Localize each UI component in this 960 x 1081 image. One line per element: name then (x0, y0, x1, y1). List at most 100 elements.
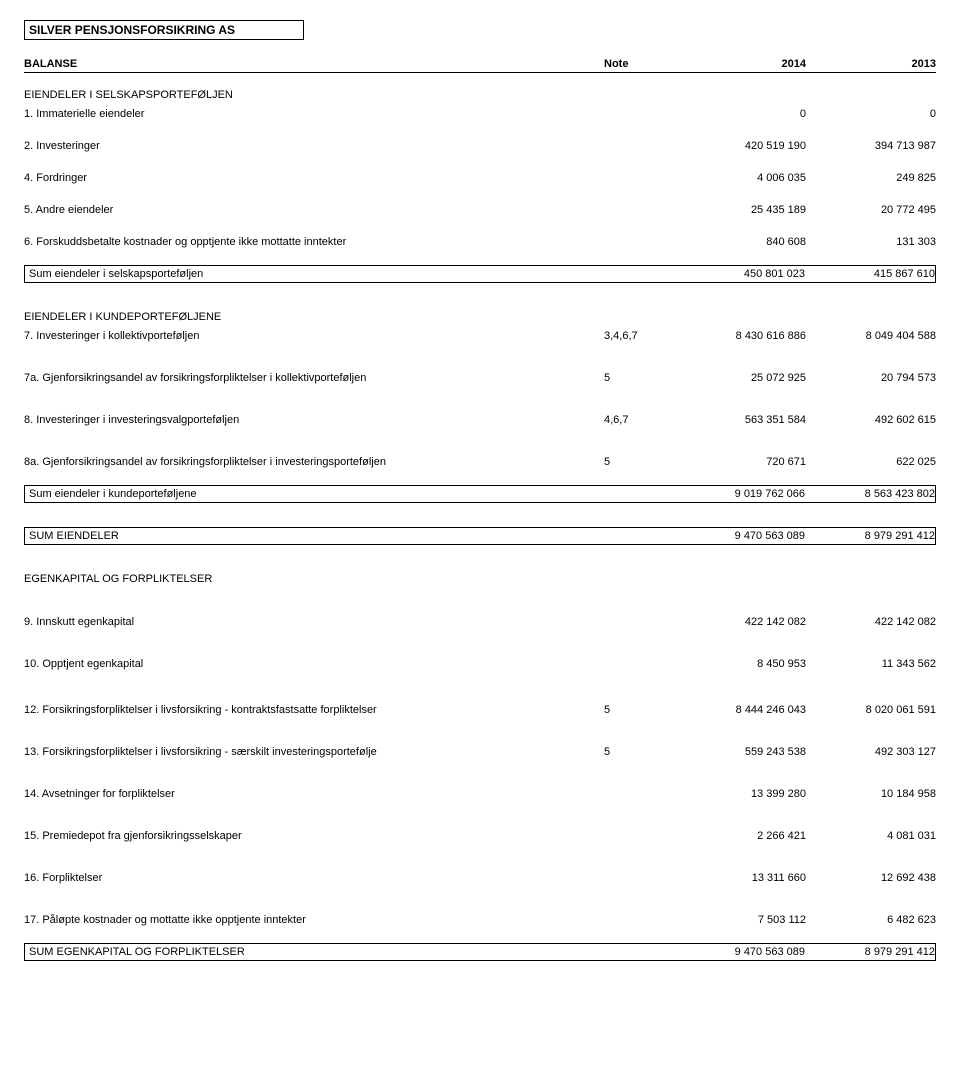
row-label: 7. Investeringer i kollektivporteføljen (24, 330, 596, 342)
row-note (595, 530, 675, 542)
row-value-y1: 25 072 925 (676, 372, 806, 384)
row-value-y1: 9 019 762 066 (675, 488, 805, 500)
row-value-y2: 131 303 (806, 236, 936, 248)
row-value-y2: 415 867 610 (805, 268, 935, 280)
row-label: 7a. Gjenforsikringsandel av forsikringsf… (24, 372, 596, 384)
row-value-y2: 492 602 615 (806, 414, 936, 426)
row-note: 3,4,6,7 (596, 330, 676, 342)
row-label: 15. Premiedepot fra gjenforsikringsselsk… (24, 830, 596, 842)
row-value-y1: 13 311 660 (676, 872, 806, 884)
table-row: 7a. Gjenforsikringsandel av forsikringsf… (24, 369, 936, 387)
row-note (595, 268, 675, 280)
row-note (596, 788, 676, 800)
section-heading: EIENDELER I SELSKAPSPORTEFØLJEN (24, 85, 936, 105)
row-label: 12. Forsikringsforpliktelser i livsforsi… (24, 704, 596, 716)
row-note (596, 172, 676, 184)
row-note (596, 830, 676, 842)
row-value-y1: 450 801 023 (675, 268, 805, 280)
row-note (596, 204, 676, 216)
row-value-y1: 7 503 112 (676, 914, 806, 926)
row-value-y1: 720 671 (676, 456, 806, 468)
table-row: 1. Immaterielle eiendeler 0 0 (24, 105, 936, 123)
table-header: BALANSE Note 2014 2013 (24, 58, 936, 73)
row-value-y1: 559 243 538 (676, 746, 806, 758)
section-heading-text: EIENDELER I SELSKAPSPORTEFØLJEN (24, 89, 596, 101)
row-label: Sum eiendeler i kundeporteføljene (25, 488, 595, 500)
section-heading-text: EIENDELER I KUNDEPORTEFØLJENE (24, 311, 596, 323)
table-row: 16. Forpliktelser 13 311 660 12 692 438 (24, 869, 936, 887)
row-label: 16. Forpliktelser (24, 872, 596, 884)
row-value-y1: 563 351 584 (676, 414, 806, 426)
row-label: 8a. Gjenforsikringsandel av forsikringsf… (24, 456, 596, 468)
section-heading: EIENDELER I KUNDEPORTEFØLJENE (24, 307, 936, 327)
row-value-y2: 0 (806, 108, 936, 120)
row-value-y1: 422 142 082 (676, 616, 806, 628)
row-value-y1: 0 (676, 108, 806, 120)
row-value-y2: 8 049 404 588 (806, 330, 936, 342)
row-value-y2: 6 482 623 (806, 914, 936, 926)
table-row: 4. Fordringer 4 006 035 249 825 (24, 169, 936, 187)
row-note (595, 946, 675, 958)
header-year1: 2014 (676, 58, 806, 70)
row-note: 5 (596, 704, 676, 716)
row-value-y1: 8 430 616 886 (676, 330, 806, 342)
row-value-y2: 622 025 (806, 456, 936, 468)
row-value-y2: 10 184 958 (806, 788, 936, 800)
row-value-y1: 2 266 421 (676, 830, 806, 842)
row-note (596, 236, 676, 248)
row-value-y2: 8 979 291 412 (805, 946, 935, 958)
table-row: 2. Investeringer 420 519 190 394 713 987 (24, 137, 936, 155)
row-value-y2: 8 020 061 591 (806, 704, 936, 716)
row-value-y2: 8 979 291 412 (805, 530, 935, 542)
row-label: SUM EIENDELER (25, 530, 595, 542)
total-row: SUM EIENDELER 9 470 563 089 8 979 291 41… (24, 527, 936, 545)
row-label: 4. Fordringer (24, 172, 596, 184)
row-label: SUM EGENKAPITAL OG FORPLIKTELSER (25, 946, 595, 958)
row-label: 13. Forsikringsforpliktelser i livsforsi… (24, 746, 596, 758)
row-value-y1: 25 435 189 (676, 204, 806, 216)
table-row: 8a. Gjenforsikringsandel av forsikringsf… (24, 453, 936, 471)
subtotal-row: Sum eiendeler i kundeporteføljene 9 019 … (24, 485, 936, 503)
row-value-y1: 9 470 563 089 (675, 530, 805, 542)
subtotal-row: Sum eiendeler i selskapsporteføljen 450 … (24, 265, 936, 283)
row-value-y2: 422 142 082 (806, 616, 936, 628)
row-value-y2: 8 563 423 802 (805, 488, 935, 500)
table-row: 9. Innskutt egenkapital 422 142 082 422 … (24, 613, 936, 631)
row-note (596, 616, 676, 628)
section-heading-text: EGENKAPITAL OG FORPLIKTELSER (24, 573, 596, 585)
row-note (595, 488, 675, 500)
row-label: 14. Avsetninger for forpliktelser (24, 788, 596, 800)
row-value-y1: 13 399 280 (676, 788, 806, 800)
row-value-y2: 249 825 (806, 172, 936, 184)
row-value-y2: 4 081 031 (806, 830, 936, 842)
row-note (596, 108, 676, 120)
table-row: 12. Forsikringsforpliktelser i livsforsi… (24, 701, 936, 719)
row-label: 17. Påløpte kostnader og mottatte ikke o… (24, 914, 596, 926)
row-label: 10. Opptjent egenkapital (24, 658, 596, 670)
row-value-y2: 12 692 438 (806, 872, 936, 884)
row-label: Sum eiendeler i selskapsporteføljen (25, 268, 595, 280)
table-row: 15. Premiedepot fra gjenforsikringsselsk… (24, 827, 936, 845)
header-balance: BALANSE (24, 58, 596, 70)
row-label: 8. Investeringer i investeringsvalgporte… (24, 414, 596, 426)
row-note (596, 140, 676, 152)
row-value-y1: 840 608 (676, 236, 806, 248)
row-note: 5 (596, 746, 676, 758)
total-row: SUM EGENKAPITAL OG FORPLIKTELSER 9 470 5… (24, 943, 936, 961)
row-value-y2: 492 303 127 (806, 746, 936, 758)
table-row: 13. Forsikringsforpliktelser i livsforsi… (24, 743, 936, 761)
row-value-y2: 20 794 573 (806, 372, 936, 384)
row-label: 9. Innskutt egenkapital (24, 616, 596, 628)
table-row: 10. Opptjent egenkapital 8 450 953 11 34… (24, 655, 936, 673)
row-value-y1: 8 444 246 043 (676, 704, 806, 716)
row-value-y1: 9 470 563 089 (675, 946, 805, 958)
row-note (596, 872, 676, 884)
row-value-y2: 11 343 562 (806, 658, 936, 670)
row-label: 6. Forskuddsbetalte kostnader og opptjen… (24, 236, 596, 248)
row-label: 5. Andre eiendeler (24, 204, 596, 216)
row-label: 1. Immaterielle eiendeler (24, 108, 596, 120)
table-row: 5. Andre eiendeler 25 435 189 20 772 495 (24, 201, 936, 219)
section-heading: EGENKAPITAL OG FORPLIKTELSER (24, 569, 936, 589)
table-row: 7. Investeringer i kollektivporteføljen … (24, 327, 936, 345)
row-note: 4,6,7 (596, 414, 676, 426)
